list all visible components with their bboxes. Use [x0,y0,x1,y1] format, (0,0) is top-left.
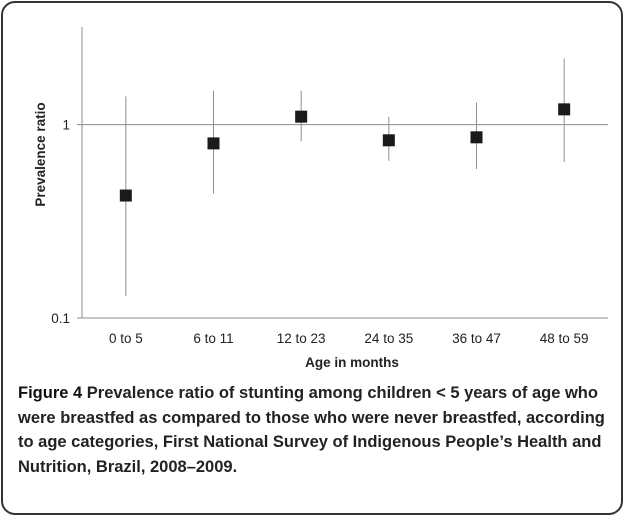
data-point [119,189,132,202]
x-tick-label: 6 to 11 [193,331,233,346]
y-tick-label: 1 [62,118,70,133]
caption-label: Figure 4 [18,384,83,402]
x-tick-label: 36 to 47 [452,331,501,346]
figure-frame [1,1,623,515]
data-point [558,103,571,116]
y-tick-label: 0.1 [51,311,70,326]
prevalence-ratio-chart: 0.1 1 0 to 5 6 to 11 12 to 23 24 to 35 36 to 4… [33,27,608,370]
x-tick-label: 0 to 5 [109,331,143,346]
data-point [470,131,483,144]
figure-caption: Figure 4 Prevalence ratio of stunting am… [18,381,610,479]
caption-text: Prevalence ratio of stunting among child… [18,384,605,476]
x-tick-label: 24 to 35 [364,331,413,346]
x-tick-label: 48 to 59 [540,331,589,346]
x-tick-label: 12 to 23 [277,331,326,346]
data-point [295,110,308,123]
x-axis-title: Age in months [305,355,399,370]
y-axis-title: Prevalence ratio [33,102,48,206]
data-point [382,134,395,147]
data-point [207,137,220,150]
